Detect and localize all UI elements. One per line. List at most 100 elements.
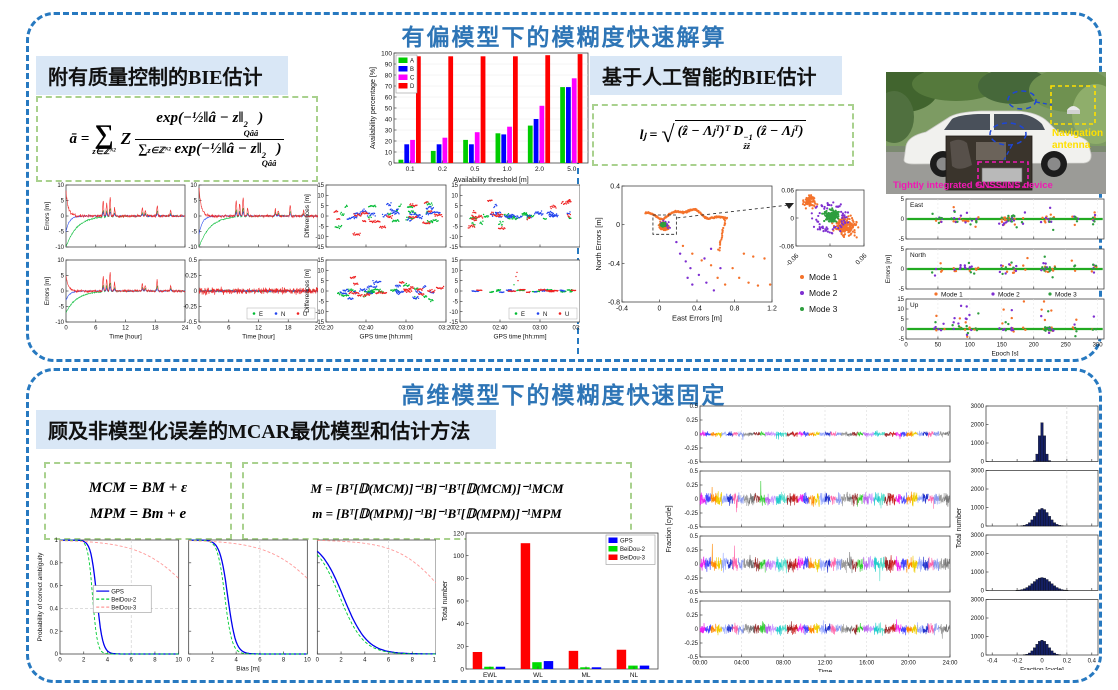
svg-text:10: 10: [385, 149, 393, 156]
svg-text:0.5: 0.5: [690, 534, 699, 540]
svg-text:0.4: 0.4: [692, 306, 702, 313]
svg-text:0: 0: [695, 432, 699, 438]
svg-text:5: 5: [61, 274, 65, 280]
svg-text:Availability percentage [%]: Availability percentage [%]: [370, 67, 377, 149]
svg-text:E: E: [521, 312, 525, 318]
svg-text:BeiDou-2: BeiDou-2: [111, 597, 137, 603]
svg-text:30: 30: [385, 127, 393, 134]
svg-text:0: 0: [695, 562, 699, 568]
svg-text:0: 0: [64, 326, 68, 332]
svg-text:10: 10: [57, 183, 64, 189]
svg-text:-5: -5: [453, 224, 459, 230]
svg-text:0: 0: [790, 215, 794, 222]
svg-text:0.4: 0.4: [50, 607, 59, 613]
svg-text:00:00: 00:00: [692, 661, 708, 667]
svg-text:18: 18: [285, 326, 292, 332]
svg-text:C: C: [410, 76, 415, 82]
svg-text:-0.5: -0.5: [187, 320, 198, 326]
svg-text:0.2: 0.2: [438, 166, 447, 173]
mcm-mpm-formula-box: MCM = BM + ε MPM = Bm + e: [44, 462, 232, 540]
east-north-errors-scatter-chart: -0.8 -0.4 0 0.4 -0.4 0 0.4 0.8 1.2 East Errors [m…: [584, 176, 876, 348]
svg-text:Time [hour]: Time [hour]: [242, 334, 275, 341]
svg-text:2000: 2000: [971, 616, 985, 622]
svg-text:-5: -5: [59, 305, 65, 311]
svg-text:12:00: 12:00: [817, 661, 833, 667]
svg-text:EWL: EWL: [483, 672, 497, 679]
svg-text:5: 5: [321, 204, 325, 210]
svg-text:0: 0: [61, 214, 65, 220]
svg-text:0.1: 0.1: [406, 166, 415, 173]
svg-text:Errors [m]: Errors [m]: [44, 202, 51, 231]
svg-text:0.8: 0.8: [730, 306, 740, 313]
svg-text:0: 0: [194, 289, 198, 295]
svg-text:0.4: 0.4: [1088, 659, 1097, 665]
svg-text:-5: -5: [453, 299, 459, 305]
svg-text:150: 150: [997, 343, 1008, 349]
svg-text:04:00: 04:00: [734, 661, 750, 667]
svg-text:8: 8: [411, 658, 415, 664]
svg-text:-0.5: -0.5: [688, 525, 699, 531]
svg-text:0: 0: [316, 658, 320, 664]
svg-text:90: 90: [385, 61, 393, 68]
svg-text:Total number: Total number: [442, 580, 449, 621]
svg-text:Up: Up: [910, 302, 919, 309]
svg-text:3000: 3000: [971, 598, 985, 604]
svg-text:15: 15: [451, 258, 458, 264]
svg-text:Differences [m]: Differences [m]: [304, 194, 311, 238]
enu-epoch-chart: -5 0 5 East -5 0 5 Errors [m] North -5 0 5 10 15 0 50 10…: [872, 194, 1112, 358]
svg-text:0.06: 0.06: [781, 187, 794, 194]
svg-text:5: 5: [194, 199, 198, 205]
svg-text:2000: 2000: [971, 552, 985, 558]
svg-text:0.25: 0.25: [686, 418, 698, 424]
svg-text:GPS: GPS: [111, 589, 124, 595]
svg-text:East: East: [910, 202, 923, 209]
svg-text:-0.5: -0.5: [688, 655, 699, 661]
svg-text:10: 10: [451, 193, 458, 199]
svg-text:N: N: [281, 312, 285, 318]
svg-text:Mode 1: Mode 1: [941, 292, 963, 299]
svg-text:-0.25: -0.25: [684, 446, 698, 452]
svg-text:100: 100: [453, 553, 464, 560]
svg-text:-0.4: -0.4: [608, 261, 620, 268]
svg-text:-0.25: -0.25: [684, 511, 698, 517]
gnss-ins-device: [981, 167, 1023, 183]
svg-text:-5: -5: [319, 299, 325, 305]
svg-text:120: 120: [453, 530, 464, 537]
svg-text:60: 60: [457, 598, 465, 605]
svg-text:200: 200: [1029, 343, 1040, 349]
svg-text:5: 5: [61, 199, 65, 205]
svg-text:Mode 1: Mode 1: [809, 272, 838, 282]
svg-text:Fraction [cycle]: Fraction [cycle]: [666, 505, 673, 552]
svg-text:-5: -5: [59, 230, 65, 236]
svg-text:NL: NL: [630, 672, 639, 679]
svg-text:0: 0: [695, 497, 699, 503]
svg-text:0: 0: [901, 217, 905, 223]
svg-text:-0.5: -0.5: [688, 460, 699, 466]
svg-text:24: 24: [182, 326, 189, 332]
svg-text:0.2: 0.2: [1063, 659, 1072, 665]
svg-text:5: 5: [901, 317, 905, 323]
errors-time-grid-chart: -10 -5 0 5 10 Errors [m] -10 -5 0 5 10 -10 -5 0 5 10 0 6 1…: [30, 180, 322, 346]
gnss-ins-device-label: Tightly integrated GNSS/INS device: [893, 180, 1053, 191]
M-estimator-formula: M = [Bᵀ[𝔻(MCM)]⁻¹B]⁻¹Bᵀ[𝔻(MCM)]⁻¹MCM: [310, 480, 564, 496]
svg-text:E: E: [259, 312, 263, 318]
svg-text:03:20: 03:20: [438, 326, 454, 332]
svg-text:0.5: 0.5: [690, 469, 699, 475]
svg-text:3000: 3000: [971, 404, 985, 410]
svg-text:03:00: 03:00: [532, 326, 548, 332]
svg-text:0: 0: [194, 214, 198, 220]
svg-text:8: 8: [282, 658, 286, 664]
svg-text:-0.25: -0.25: [684, 641, 698, 647]
svg-text:5: 5: [901, 197, 905, 203]
svg-text:10: 10: [190, 183, 197, 189]
svg-text:0.25: 0.25: [185, 274, 197, 280]
svg-text:50: 50: [935, 343, 942, 349]
svg-text:50: 50: [385, 105, 393, 112]
svg-text:0.6: 0.6: [50, 584, 59, 590]
f2-body: (ẑ − Λⱼᵀ)ᵀ D −1 ẑẑ (ẑ − Λⱼᵀ): [674, 119, 807, 151]
svg-text:0.25: 0.25: [686, 483, 698, 489]
svg-text:-10: -10: [55, 320, 64, 326]
svg-text:Differences [m]: Differences [m]: [304, 269, 311, 313]
bie-formula-box: ā = ∑ z∈ℤᴺ² Z exp(−½‖â − z‖ 2 Qââ) ∑z∈ℤᴺ² e…: [36, 96, 318, 182]
